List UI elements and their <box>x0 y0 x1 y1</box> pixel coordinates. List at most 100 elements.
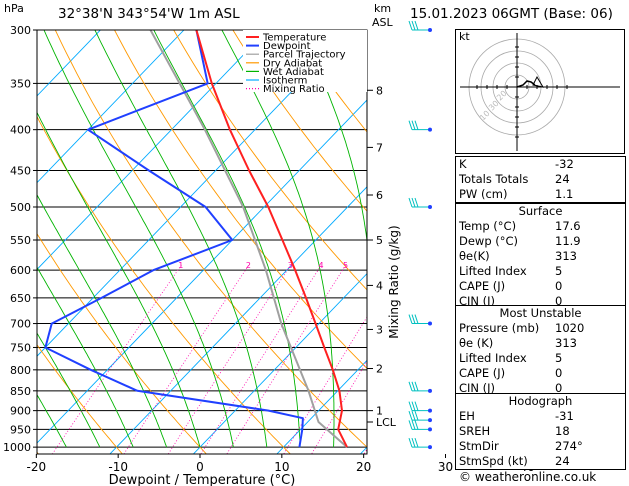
asl-label: ASL <box>372 16 393 29</box>
table-row: CAPE (J) 0 <box>456 366 625 381</box>
row-value: 0 <box>555 294 563 308</box>
row-value: 1.1 <box>555 187 574 201</box>
isotherm-line <box>37 30 269 271</box>
wind-barb-dot <box>428 445 432 450</box>
table-row: K -32 <box>456 157 625 172</box>
row-value: 0 <box>555 381 563 395</box>
isotherm-line <box>37 30 102 97</box>
legend-entry: Temperature <box>262 33 326 44</box>
mixing-ratio-line <box>311 360 367 454</box>
row-value: 24 <box>555 454 570 468</box>
location-title: 32°38'N 343°54'W 1m ASL <box>58 6 240 22</box>
wind-barbs <box>408 20 432 450</box>
mixing-ratio-line <box>283 316 367 454</box>
table-row: SREH 18 <box>456 424 625 439</box>
wind-barb-flag <box>414 420 419 430</box>
mixing-ratio-label: 3 <box>288 261 293 270</box>
table-row: Temp (°C) 17.6 <box>456 219 625 234</box>
hodograph-trace <box>516 80 536 88</box>
pressure-tick-label: 350 <box>10 77 31 90</box>
wind-barb-dot <box>428 418 432 423</box>
wind-barb-flag <box>411 314 416 324</box>
wind-barb-flag <box>411 437 416 448</box>
x-tick-label: -20 <box>27 460 47 474</box>
table-row: Lifted Index 5 <box>456 351 625 366</box>
legend-entry: Mixing Ratio <box>263 84 325 95</box>
dry-adiabat-line <box>54 30 367 448</box>
wind-barb-flag <box>408 314 413 324</box>
mixing-ratio-line <box>226 264 347 454</box>
row-label: Totals Totals <box>459 172 529 186</box>
row-label: SREH <box>459 424 491 438</box>
legend-entry: Parcel Trajectory <box>263 50 346 61</box>
row-value: 5 <box>555 264 563 278</box>
most-unstable-title: Most Unstable <box>499 306 582 320</box>
row-value: 0 <box>555 366 563 380</box>
hodograph-table-panel: Hodograph EH -31 SREH 18 StmDir 274° StmSpd (k… <box>455 393 626 470</box>
table-row: Dewp (°C) 11.9 <box>456 234 625 249</box>
mixing-ratio-line <box>200 264 323 454</box>
pressure-tick-label: 400 <box>10 124 31 137</box>
km-tick-label: 8 <box>376 84 383 97</box>
pressure-tick-label: 800 <box>10 364 31 377</box>
wind-barb-dot <box>428 408 432 413</box>
mixing-ratio-label: 10 <box>420 261 430 270</box>
wind-barb-flag <box>408 420 413 430</box>
row-label: Pressure (mb) <box>459 321 540 335</box>
km-tick-label: 6 <box>376 189 383 202</box>
row-label: Temp (°C) <box>459 219 517 233</box>
wind-barb-flag <box>411 197 416 208</box>
km-label: km <box>374 2 392 15</box>
pressure-tick-label: 950 <box>10 423 31 436</box>
temperature-line <box>195 30 348 448</box>
row-value: 313 <box>555 249 577 263</box>
table-row: CIN (J) 0 <box>456 294 625 309</box>
row-value: 1020 <box>555 321 585 335</box>
wind-barb-flag <box>408 197 413 208</box>
surface-panel: Surface Temp (°C) 17.6 Dewp (°C) 11.9 θe(K) 3… <box>455 203 626 310</box>
x-axis-title: Dewpoint / Temperature (°C) <box>109 473 296 486</box>
row-label: CIN (J) <box>459 381 496 395</box>
pressure-tick-label: 650 <box>10 292 31 305</box>
hodograph-unit-label: kt <box>459 30 470 43</box>
isotherm-line <box>276 359 367 454</box>
pressure-tick-label: 1000 <box>3 441 31 454</box>
pressure-tick-label: 700 <box>10 318 31 331</box>
mixing-ratio-label: 5 <box>343 261 348 270</box>
row-value: 24 <box>555 172 570 186</box>
mixing-ratio-label: 4 <box>318 261 323 270</box>
pressure-tick-label: 300 <box>10 24 31 37</box>
row-value: 5 <box>555 351 563 365</box>
table-row: CAPE (J) 0 <box>456 279 625 294</box>
pressure-tick-label: 900 <box>10 405 31 418</box>
row-value: 0 <box>555 279 563 293</box>
parcel-trajectory-line <box>149 30 348 448</box>
wind-barb-flag <box>414 381 419 391</box>
row-value: 17.6 <box>555 219 581 233</box>
mixing-ratio-axis-title: Mixing Ratio (g/kg) <box>387 225 401 338</box>
isotherm-line <box>37 30 185 184</box>
row-value: -31 <box>555 409 574 423</box>
wind-barb-flag <box>414 437 419 448</box>
wet-adiabat-line <box>299 30 367 448</box>
wet-adiabat-line <box>37 393 67 448</box>
indices-panel: K -32 Totals Totals 24 PW (cm) 1.1 <box>455 156 626 203</box>
surface-title: Surface <box>518 204 563 218</box>
table-row: Lifted Index 5 <box>456 264 625 279</box>
row-label: CAPE (J) <box>459 279 506 293</box>
mixing-ratio-label: 2 <box>246 261 251 270</box>
pressure-tick-label: 500 <box>10 201 31 214</box>
most-unstable-panel: Most Unstable Pressure (mb) 1020 θe (K) 313… <box>455 305 626 397</box>
wind-barb-flag <box>414 120 419 130</box>
wet-adiabat-line <box>221 30 335 448</box>
wet-adiabat-line <box>43 30 234 448</box>
row-label: K <box>459 157 467 171</box>
wind-barb-flag <box>414 314 419 324</box>
wind-barb-flag <box>411 401 416 411</box>
x-tick-label: 20 <box>356 460 371 474</box>
pressure-tick-label: 850 <box>10 385 31 398</box>
km-tick-label: 3 <box>376 323 383 336</box>
row-label: StmDir <box>459 439 499 453</box>
